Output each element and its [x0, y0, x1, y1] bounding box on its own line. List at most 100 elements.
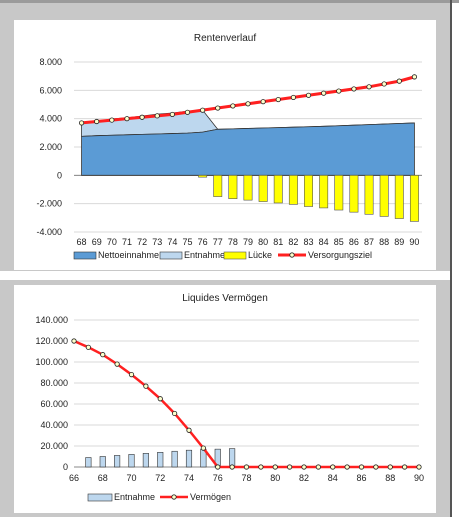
marker-vermoegen [172, 410, 178, 417]
bar-luecke [198, 175, 208, 178]
marker-vermoegen [287, 464, 293, 470]
x-tick-label: 90 [409, 237, 419, 247]
marker-vermoegen [315, 464, 321, 470]
marker-vermoegen [358, 464, 365, 470]
bar-luecke [213, 175, 223, 197]
x-tick-label: 70 [107, 237, 117, 247]
window-right-border [450, 0, 452, 517]
chart-liquides-vermoegen: Liquides Vermögen 0 20.000 40.000 60.000 80.… [14, 285, 436, 513]
x-tick-label: 84 [328, 473, 338, 483]
chart-liquides-vermoegen-svg: Liquides Vermögen 0 20.000 40.000 60.000 80.… [35, 293, 424, 502]
legend-swatch-entnahme [87, 493, 113, 502]
marker-versorgungsziel [184, 109, 191, 115]
bar-luecke [394, 175, 404, 219]
y-tick-label: 140.000 [35, 315, 68, 325]
legend-label: Nettoeinnahme [98, 250, 159, 260]
legend-label: Vermögen [190, 492, 231, 502]
x-tick-label: 77 [213, 237, 223, 247]
y-tick-label: 40.000 [40, 420, 68, 430]
bar-luecke [243, 175, 253, 201]
x-tick-label: 87 [364, 237, 374, 247]
marker-vermoegen [100, 352, 106, 358]
marker-versorgungsziel [109, 117, 115, 123]
marker-versorgungsziel [200, 107, 206, 113]
x-tick-label: 76 [213, 473, 223, 483]
legend-swatch-nettoeinnahme [73, 251, 97, 260]
marker-versorgungsziel [260, 99, 266, 105]
marker-vermoegen [416, 464, 422, 470]
chart-rentenverlauf-svg: Rentenverlauf -4.000 -2.000 0 2.000 4.000 6.0… [36, 33, 422, 260]
marker-vermoegen [402, 464, 408, 470]
y-tick-label: -2.000 [36, 199, 62, 209]
bar-luecke [364, 175, 374, 215]
x-tick-label: 85 [334, 237, 344, 247]
y-tick-label: 0 [63, 462, 68, 472]
bar-luecke [349, 175, 359, 213]
x-tick-label: 76 [198, 237, 208, 247]
legend-marker-versorgungsziel [289, 252, 295, 258]
x-tick-label: 82 [299, 473, 309, 483]
x-tick-label: 83 [304, 237, 314, 247]
line-versorgungsziel [81, 75, 415, 125]
marker-versorgungsziel [351, 86, 357, 92]
marker-versorgungsziel [215, 105, 221, 111]
marker-vermoegen [330, 464, 336, 470]
x-tick-label: 80 [270, 473, 280, 483]
bar-luecke [288, 175, 298, 205]
marker-versorgungsziel [124, 116, 130, 122]
bar-luecke [273, 175, 283, 204]
x-tick-label: 71 [122, 237, 132, 247]
x-tick-label: 72 [137, 237, 147, 247]
marker-versorgungsziel [411, 74, 418, 80]
legend-label: Lücke [248, 250, 272, 260]
marker-versorgungsziel [78, 120, 85, 126]
y-tick-label: 100.000 [35, 357, 68, 367]
x-tick-label: 70 [126, 473, 136, 483]
x-tick-label: 66 [69, 473, 79, 483]
marker-versorgungsziel [245, 101, 251, 107]
x-tick-label: 86 [356, 473, 366, 483]
marker-versorgungsziel [336, 88, 342, 94]
marker-vermoegen [373, 464, 379, 470]
marker-vermoegen [243, 464, 250, 470]
marker-versorgungsziel [275, 96, 281, 103]
x-tick-label: 68 [77, 237, 87, 247]
y-tick-label: 4.000 [39, 114, 62, 124]
x-tick-label: 78 [241, 473, 251, 483]
marker-versorgungsziel [396, 78, 402, 84]
bar-entnahme [85, 457, 92, 468]
marker-vermoegen [186, 427, 192, 433]
area-nettoeinnahme [81, 122, 415, 176]
y-tick-label: -4.000 [36, 227, 62, 237]
bar-entnahme [229, 448, 236, 468]
y-tick-label: 120.000 [35, 336, 68, 346]
marker-versorgungsziel [139, 114, 145, 120]
marker-vermoegen [85, 344, 91, 350]
x-tick-label: 89 [394, 237, 404, 247]
chart-title: Liquides Vermögen [182, 293, 268, 304]
x-tick-label: 68 [98, 473, 108, 483]
bar-entnahme [142, 453, 149, 468]
x-tick-label: 82 [288, 237, 298, 247]
marker-versorgungsziel [381, 81, 387, 87]
bar-luecke [258, 175, 268, 202]
x-tick-label: 80 [258, 237, 268, 247]
legend-marker-vermoegen [171, 494, 177, 500]
marker-vermoegen [301, 464, 307, 470]
marker-vermoegen [215, 464, 221, 470]
bar-entnahme [128, 454, 135, 468]
marker-vermoegen [114, 361, 120, 367]
bar-entnahme [99, 456, 106, 468]
x-tick-label: 75 [182, 237, 192, 247]
bar-luecke [304, 175, 313, 207]
marker-vermoegen [143, 383, 149, 389]
bar-luecke [409, 175, 419, 222]
marker-vermoegen [387, 464, 393, 470]
bar-entnahme [171, 450, 178, 468]
marker-vermoegen [200, 445, 206, 451]
y-tick-label: 20.000 [40, 441, 68, 451]
y-tick-label: 8.000 [39, 57, 62, 67]
bar-luecke [228, 175, 238, 200]
marker-vermoegen [258, 464, 264, 470]
legend-label: Entnahme [114, 492, 155, 502]
